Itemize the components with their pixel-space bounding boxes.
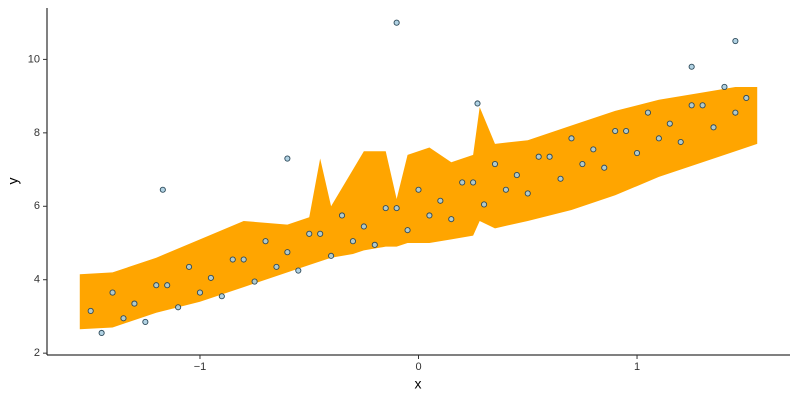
point bbox=[524, 190, 531, 197]
point bbox=[426, 212, 433, 219]
point bbox=[633, 149, 641, 157]
point bbox=[393, 205, 400, 212]
point bbox=[732, 37, 739, 45]
y-tick-label: 10 bbox=[28, 53, 40, 65]
point bbox=[349, 238, 356, 245]
y-tick-label: 8 bbox=[34, 127, 40, 139]
point bbox=[262, 238, 269, 245]
point bbox=[382, 205, 389, 212]
x-tick-label: −1 bbox=[194, 361, 207, 373]
point bbox=[623, 127, 630, 135]
point bbox=[360, 223, 367, 230]
x-tick-label: 0 bbox=[415, 361, 421, 373]
point bbox=[142, 318, 149, 326]
point bbox=[470, 179, 477, 186]
point bbox=[284, 155, 291, 162]
point bbox=[404, 227, 411, 234]
x-axis-label: x bbox=[415, 376, 422, 392]
point bbox=[284, 249, 291, 256]
point bbox=[743, 94, 750, 102]
y-tick-label: 6 bbox=[34, 200, 40, 212]
point bbox=[338, 212, 346, 219]
point bbox=[612, 127, 619, 135]
point bbox=[568, 135, 575, 142]
point bbox=[185, 263, 193, 270]
point bbox=[109, 289, 116, 296]
point bbox=[437, 197, 444, 204]
point bbox=[448, 216, 455, 223]
point bbox=[601, 164, 608, 171]
point bbox=[164, 282, 171, 289]
point bbox=[688, 63, 695, 70]
point bbox=[688, 102, 695, 109]
point bbox=[710, 124, 717, 131]
y-tick-label: 4 bbox=[34, 274, 40, 286]
y-axis-label: y bbox=[5, 178, 21, 185]
point bbox=[273, 263, 280, 270]
point bbox=[699, 102, 706, 109]
point bbox=[513, 172, 520, 179]
point bbox=[474, 100, 481, 107]
point bbox=[666, 120, 673, 127]
point bbox=[415, 186, 422, 193]
point bbox=[87, 307, 94, 314]
point bbox=[175, 304, 182, 311]
point bbox=[218, 293, 225, 300]
point bbox=[655, 135, 662, 142]
point bbox=[229, 256, 236, 263]
point bbox=[371, 241, 378, 248]
point bbox=[459, 179, 466, 186]
point bbox=[120, 315, 127, 322]
point bbox=[131, 300, 138, 307]
point bbox=[590, 146, 597, 153]
point bbox=[677, 138, 684, 146]
x-tick-label: 1 bbox=[634, 361, 640, 373]
point bbox=[317, 230, 324, 237]
band bbox=[79, 86, 758, 330]
point bbox=[644, 109, 652, 116]
point bbox=[557, 175, 564, 182]
point bbox=[491, 161, 499, 168]
point bbox=[295, 267, 302, 274]
point bbox=[207, 274, 214, 281]
point bbox=[502, 186, 509, 193]
point bbox=[153, 282, 160, 289]
point bbox=[721, 83, 728, 90]
point bbox=[481, 201, 488, 208]
point bbox=[240, 256, 247, 263]
point bbox=[546, 153, 553, 160]
y-tick-label: 2 bbox=[34, 347, 40, 359]
point bbox=[579, 161, 586, 168]
point bbox=[196, 289, 204, 296]
point bbox=[251, 278, 258, 285]
point bbox=[98, 329, 105, 337]
point bbox=[306, 230, 313, 237]
point bbox=[159, 186, 166, 193]
point bbox=[393, 19, 400, 26]
point bbox=[328, 252, 335, 259]
point bbox=[732, 109, 739, 116]
point bbox=[535, 153, 542, 160]
